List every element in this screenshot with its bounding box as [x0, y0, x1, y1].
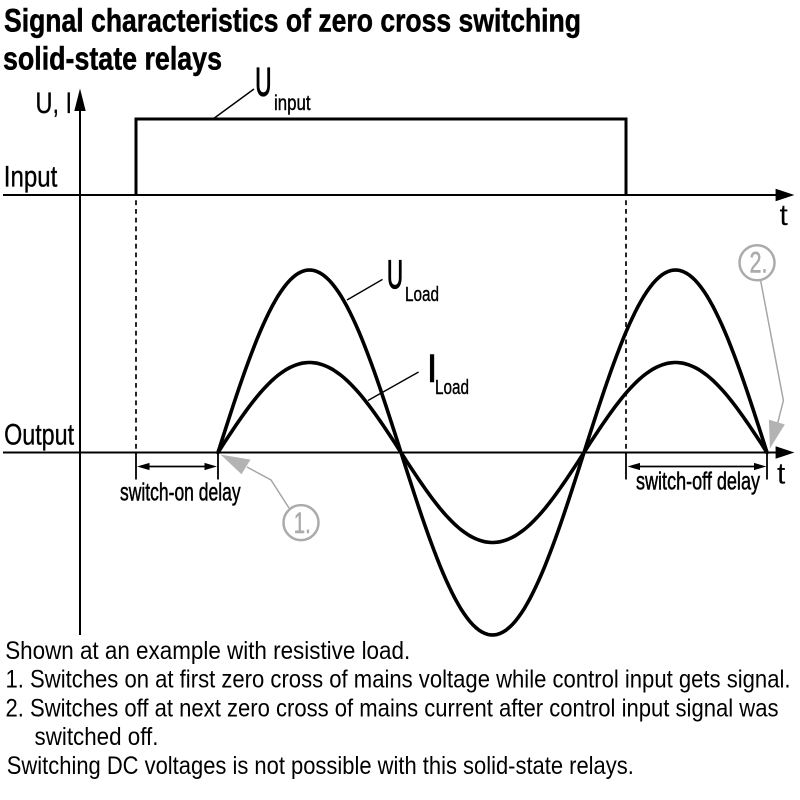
svg-text:t: t: [780, 199, 789, 232]
svg-text:Switching DC voltages is not p: Switching DC voltages is not possible wi…: [7, 752, 634, 780]
svg-text:U: U: [255, 60, 271, 104]
svg-text:switch-off delay: switch-off delay: [636, 467, 760, 495]
svg-text:t: t: [777, 458, 786, 491]
svg-text:U: U: [387, 253, 403, 297]
svg-text:solid-state relays: solid-state relays: [3, 40, 222, 76]
svg-text:1.: 1.: [294, 507, 311, 540]
svg-text:Load: Load: [435, 376, 469, 399]
svg-text:Shown at an example with resis: Shown at an example with resistive load.: [5, 637, 410, 665]
svg-text:switched off.: switched off.: [35, 723, 159, 751]
svg-text:U, I: U, I: [36, 87, 73, 120]
svg-text:1. Switches on at first zero c: 1. Switches on at first zero cross of ma…: [6, 666, 791, 694]
svg-text:2.: 2.: [750, 246, 768, 279]
svg-text:Signal characteristics of zero: Signal characteristics of zero cross swi…: [4, 3, 581, 39]
svg-text:2. Switches off at next zero c: 2. Switches off at next zero cross of ma…: [6, 694, 779, 722]
svg-text:Input: Input: [4, 161, 58, 194]
svg-text:Output: Output: [4, 419, 75, 452]
svg-text:Load: Load: [405, 283, 439, 306]
svg-text:switch-on delay: switch-on delay: [120, 479, 241, 507]
svg-text:I: I: [427, 347, 438, 391]
svg-text:input: input: [274, 92, 311, 115]
